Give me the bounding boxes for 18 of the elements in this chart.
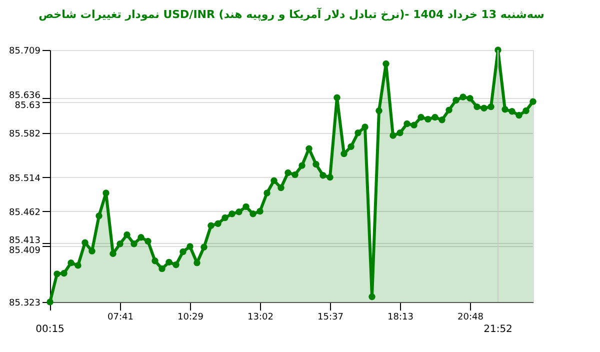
y-tick-label: 85.582 [9,129,40,140]
y-tick-label: 85.323 [9,298,40,308]
y-tick-label: 85.409 [9,246,41,256]
x-tick-label: 10:29 [178,312,204,322]
x-tick-label: 18:13 [388,312,414,322]
y-tick-label: 85.63 [14,101,40,112]
y-tick-label: 85.709 [9,46,41,56]
x-tick-label: 00:15 [36,324,64,335]
chart-title: نمودار تغییرات شاخص USD/INR (نرخ تبادل دلار آمریکا و روپیه هند)- سه‌شنبه 13 خرداد 1404 [38,7,544,21]
x-tick-label: 07:41 [108,312,134,322]
y-tick-label: 85.636 [9,91,41,102]
x-tick-label: 13:02 [248,312,274,322]
x-tick-label: 15:37 [318,312,344,322]
x-tick-label: 21:52 [484,324,512,335]
y-tick-label: 85.462 [9,208,40,218]
x-tick-label: 20:48 [458,312,484,322]
y-tick-label: 85.514 [9,174,41,184]
y-tick-label: 85.413 [9,236,40,246]
